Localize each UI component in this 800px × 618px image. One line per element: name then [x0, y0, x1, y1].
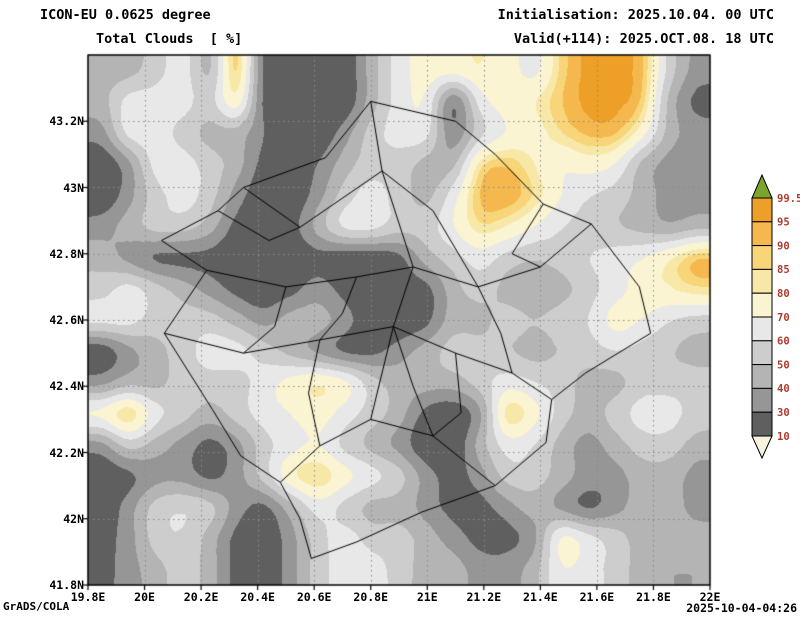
- x-tick-label: 20.4E: [240, 590, 275, 604]
- colorbar-tick-label: 40: [777, 383, 790, 395]
- x-tick-label: 21E: [416, 590, 438, 604]
- valid-time: Valid(+114): 2025.OCT.08. 18 UTC: [513, 31, 774, 47]
- y-tick-label: 42.8N: [49, 246, 84, 261]
- colorbar-top-triangle: [751, 173, 773, 199]
- x-tick-label: 21.6E: [579, 590, 615, 604]
- y-tick-label: 42N: [63, 511, 84, 526]
- colorbar-segment: [751, 197, 773, 223]
- colorbar-segment: [751, 340, 773, 366]
- colorbar-segment: [751, 411, 773, 437]
- creation-timestamp: 2025-10-04-04:26: [686, 601, 797, 615]
- x-tick-label: 21.2E: [466, 590, 502, 604]
- colorbar-segment: [751, 364, 773, 389]
- colorbar-tick-label: 99.5: [777, 193, 800, 205]
- colorbar-tick-label: 95: [777, 217, 790, 229]
- x-tick-label: 20.6E: [296, 590, 332, 604]
- colorbar-segment: [751, 268, 773, 294]
- colorbar-tick-label: 90: [777, 240, 790, 252]
- colorbar-tick-label: 50: [777, 359, 790, 371]
- colorbar-segment: [751, 221, 773, 247]
- x-tick-label: 21.8E: [636, 590, 671, 604]
- x-tick-label: 22E: [699, 590, 721, 604]
- x-tick-label: 20E: [134, 590, 155, 604]
- x-tick-label: 20.2E: [183, 590, 219, 604]
- y-tick-label: 43.2N: [49, 114, 84, 129]
- colorbar-tick-label: 85: [777, 264, 790, 276]
- colorbar: 99.5 95 90 85 80 70 60 50 40 30 10: [751, 173, 800, 460]
- colorbar-segment: [751, 387, 773, 413]
- x-tick-label: 20.8E: [353, 590, 389, 604]
- y-tick-label: 42.4N: [49, 379, 84, 394]
- y-tick-label: 42.2N: [49, 445, 84, 460]
- y-tick-label: 42.6N: [49, 313, 84, 327]
- x-tick-label: 21.4E: [523, 590, 558, 604]
- x-tick-label: 19.8E: [70, 590, 106, 604]
- colorbar-tick-label: 10: [777, 431, 790, 443]
- grads-credit: GrADS/COLA: [3, 600, 70, 613]
- colorbar-bottom-triangle: [751, 435, 773, 460]
- colorbar-segment: [751, 316, 773, 342]
- initialisation-time: Initialisation: 2025.10.04. 00 UTC: [497, 7, 774, 23]
- colorbar-tick-label: 30: [777, 407, 790, 419]
- colorbar-tick-label: 60: [777, 336, 790, 348]
- colorbar-segment: [751, 245, 773, 270]
- parameter-title: Total Clouds [ %]: [96, 31, 243, 47]
- model-title: ICON-EU 0.0625 degree: [40, 7, 211, 23]
- colorbar-tick-label: 70: [777, 312, 790, 324]
- colorbar-segment: [751, 292, 773, 318]
- y-tick-label: 43N: [63, 180, 84, 195]
- cloud-cover-map-canvas: [79, 46, 719, 594]
- y-tick-label: 41.8N: [49, 578, 84, 592]
- colorbar-tick-label: 80: [777, 288, 790, 300]
